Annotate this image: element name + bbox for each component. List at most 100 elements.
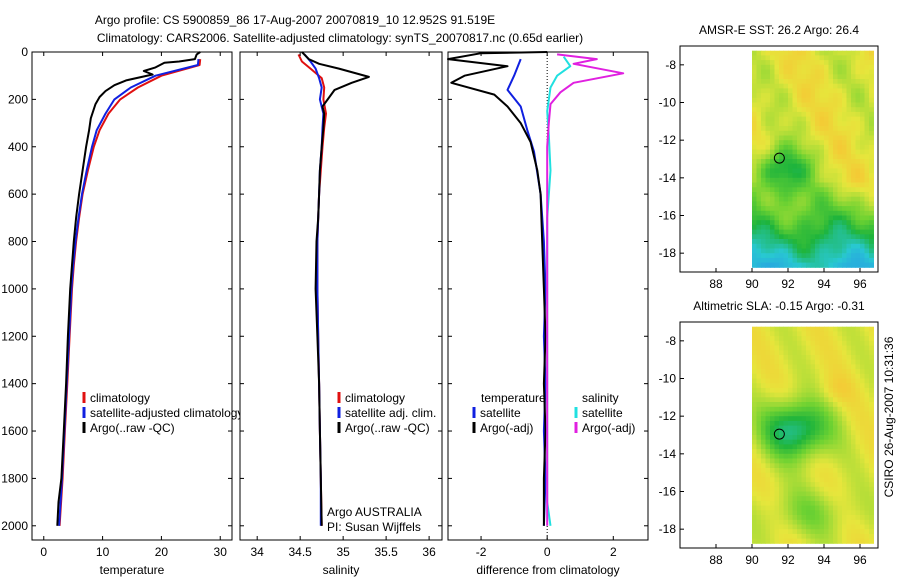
- sst-map-cell: [828, 140, 834, 146]
- sst-map-cell: [788, 149, 793, 155]
- sst-map-cell: [770, 55, 775, 61]
- sst-map-cell: [864, 64, 870, 70]
- sst-map-cell: [801, 126, 807, 132]
- sst-map-cell: [801, 97, 807, 103]
- sla-map-cell: [860, 477, 865, 483]
- depth-tick-label-8: 1600: [1, 424, 28, 438]
- sst-map-cell: [779, 64, 784, 70]
- sla-map-cell: [855, 519, 861, 525]
- sla-map-cell: [774, 350, 780, 356]
- sst-map-cell: [797, 168, 802, 174]
- sla-map-cell: [869, 359, 874, 365]
- difference-xtick-label-0: -2: [476, 545, 487, 559]
- sla-map-cell: [779, 482, 784, 488]
- sla-map-cell: [765, 444, 771, 450]
- sst-map-cell: [846, 55, 852, 61]
- sla-map-cell: [770, 420, 775, 427]
- sla-map-cell: [837, 359, 843, 365]
- sst-map-cell: [851, 196, 856, 202]
- sst-map-cell: [837, 187, 843, 193]
- sst-map-cell: [761, 130, 766, 136]
- sla-map-cell: [788, 345, 793, 351]
- sla-map-cell: [824, 519, 829, 525]
- sla-map-cell: [770, 524, 775, 530]
- sla-map-cell: [837, 416, 843, 422]
- sla-map-cell: [810, 500, 816, 507]
- sla-map-cell: [756, 331, 762, 337]
- sla-map-cell: [833, 373, 838, 379]
- sst-map-cell: [806, 97, 811, 103]
- sst-map-cell: [842, 116, 847, 122]
- sla-map-cell: [855, 491, 861, 497]
- sst-map-cell: [837, 93, 843, 99]
- sst-map-cell: [828, 107, 834, 113]
- sla-map-cell: [788, 430, 793, 436]
- sst-map-cell: [864, 79, 870, 85]
- sla-map-cell: [828, 491, 834, 497]
- sla-map-cell: [770, 482, 775, 488]
- sla-map-cell: [828, 529, 834, 535]
- sst-map-cell: [860, 229, 865, 235]
- sst-map-cell: [842, 239, 847, 245]
- sst-map-cell: [851, 220, 856, 226]
- sst-map-cell: [833, 196, 838, 202]
- sla-map-cell: [860, 435, 865, 441]
- sst-map-cell: [846, 173, 852, 179]
- sla-map-cell: [788, 529, 793, 535]
- sla-map-cell: [860, 538, 865, 544]
- sst-map-cell: [810, 97, 816, 103]
- sst-map-cell: [770, 253, 775, 259]
- sst-map-cell: [783, 187, 789, 193]
- sst-map-cell: [824, 177, 829, 183]
- sst-map-cell: [770, 168, 775, 174]
- sla-map-cell: [810, 505, 816, 511]
- sst-map-cell: [797, 206, 802, 212]
- sla-map-cell: [756, 468, 762, 474]
- sst-map-cell: [774, 187, 780, 193]
- sla-map-cell: [864, 500, 870, 507]
- sst-map-cell: [792, 60, 798, 66]
- sst-map-cell: [810, 79, 816, 85]
- sst-map-cell: [801, 177, 807, 183]
- sla-map-cell: [806, 383, 811, 389]
- sst-map-cell: [797, 163, 802, 169]
- sst-map-cell: [801, 243, 807, 249]
- sst-map-cell: [792, 192, 798, 198]
- sst-map-cell: [833, 210, 838, 216]
- sla-map-cell: [860, 430, 865, 436]
- sst-map-cell: [842, 187, 847, 193]
- sst-map-cell: [842, 192, 847, 198]
- sla-map-cell: [828, 350, 834, 356]
- sst-map-cell: [752, 253, 757, 259]
- sst-map-cell: [752, 126, 757, 132]
- sla-map-cell: [801, 425, 807, 431]
- sst-map-cells: [752, 50, 874, 268]
- sst-map-cell: [833, 55, 838, 61]
- salinity-xlabel: salinity: [323, 563, 360, 577]
- sst-map-cell: [797, 210, 802, 216]
- sla-map-cell: [851, 439, 856, 445]
- sla-map-cell: [788, 435, 793, 441]
- sst-map-cell: [792, 83, 798, 89]
- sla-map-cell: [869, 463, 874, 469]
- sla-map-cell: [774, 425, 780, 431]
- sla-map-cell: [819, 533, 825, 540]
- sla-map-cell: [833, 326, 838, 332]
- sla-map-cell: [855, 383, 861, 389]
- sst-map-cell: [842, 130, 847, 136]
- sla-map-cell: [828, 392, 834, 398]
- sst-map-cell: [828, 210, 834, 216]
- sst-map-cell: [842, 229, 847, 235]
- sla-map-cell: [842, 411, 847, 417]
- sla-map-cell: [765, 364, 771, 370]
- sla-map-cell: [842, 326, 847, 332]
- sst-map-cell: [806, 182, 811, 188]
- sla-map-cell: [815, 529, 820, 535]
- sst-map-cell: [806, 88, 811, 94]
- sla-map-cell: [783, 458, 789, 464]
- sst-map-cell: [765, 126, 771, 132]
- sst-map-cell: [851, 154, 856, 160]
- sla-map-cell: [869, 392, 874, 398]
- sst-map-cell: [761, 206, 766, 212]
- sst-map-cell: [761, 121, 766, 127]
